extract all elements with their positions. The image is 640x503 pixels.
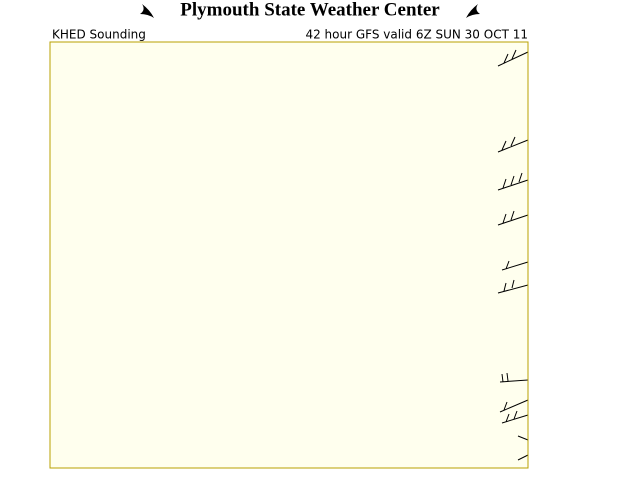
subtitle-left: KHED Sounding (52, 28, 146, 42)
wind-barbs (497, 49, 529, 461)
logo-swoosh-right (466, 4, 480, 18)
chart-title: Plymouth State Weather Center (180, 0, 440, 20)
subtitle-right: 42 hour GFS valid 6Z SUN 30 OCT 11 (305, 28, 528, 42)
logo-swoosh-left (140, 4, 154, 18)
plot-frame (49, 41, 529, 469)
plot-area (50, 42, 528, 468)
